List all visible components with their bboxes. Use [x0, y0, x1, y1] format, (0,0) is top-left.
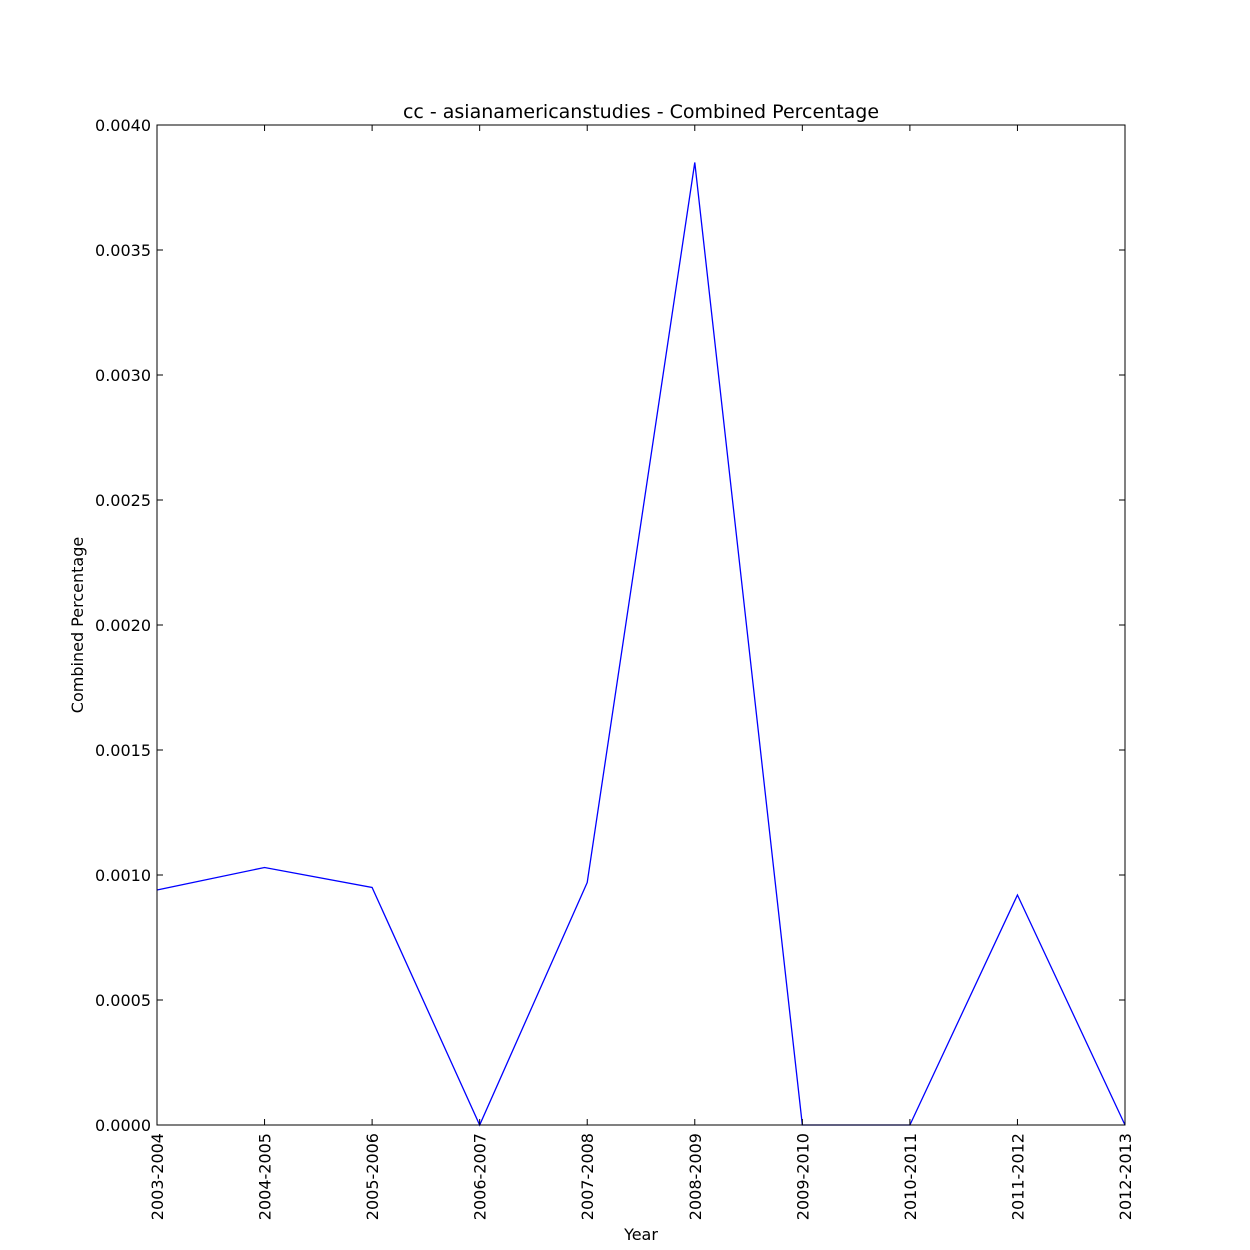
x-tick-label: 2004-2005	[256, 1133, 275, 1220]
x-tick-label: 2009-2010	[793, 1133, 812, 1220]
y-tick-label: 0.0030	[95, 366, 151, 385]
y-tick-label: 0.0015	[95, 741, 151, 760]
x-tick-label: 2003-2004	[148, 1133, 167, 1220]
y-axis-title: Combined Percentage	[68, 537, 87, 713]
x-tick-label: 2005-2006	[363, 1133, 382, 1220]
y-tick-label: 0.0020	[95, 616, 151, 635]
plot-frame	[156, 124, 1126, 1126]
x-axis-title: Year	[623, 1225, 658, 1244]
x-tick-label: 2006-2007	[471, 1133, 490, 1220]
x-tick-label: 2012-2013	[1116, 1133, 1135, 1220]
y-tick-label: 0.0000	[95, 1116, 151, 1135]
x-tick-label: 2007-2008	[578, 1133, 597, 1220]
series-line	[156, 162, 1126, 1127]
y-tick-label: 0.0025	[95, 491, 151, 510]
y-tick-label: 0.0010	[95, 866, 151, 885]
y-tick-label: 0.0005	[95, 991, 151, 1010]
y-tick-label: 0.0040	[95, 116, 151, 135]
y-axis: 0.0000 0.0005 0.0010 0.0015 0.0020 0.0025 0.00…	[95, 116, 1125, 1135]
x-tick-label: 2008-2009	[686, 1133, 705, 1220]
x-axis: 2003-2004 2004-2005 2005-2006 2006-2007 2007…	[148, 125, 1135, 1220]
x-tick-label: 2010-2011	[901, 1133, 920, 1220]
chart-title: cc - asianamericanstudies - Combined Per…	[403, 101, 879, 123]
y-tick-label: 0.0035	[95, 241, 151, 260]
x-tick-label: 2011-2012	[1008, 1133, 1027, 1220]
plot-area	[156, 162, 1126, 1127]
